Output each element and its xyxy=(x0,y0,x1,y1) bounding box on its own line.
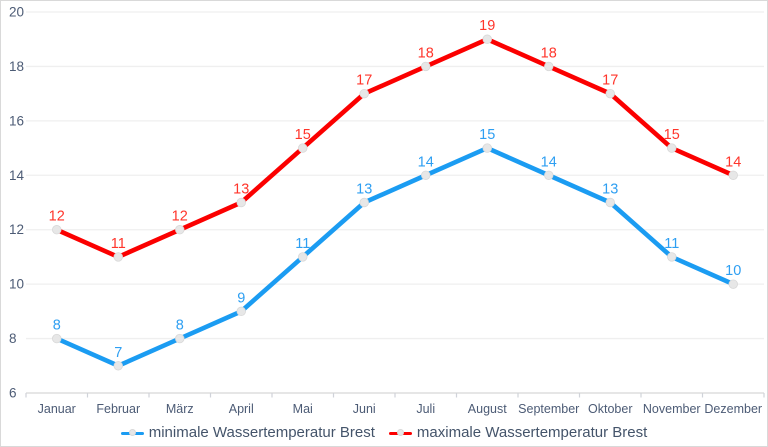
data-label: 11 xyxy=(664,236,679,252)
x-tick-label: September xyxy=(518,402,579,416)
legend-label-maximale: maximale Wassertemperatur Brest xyxy=(416,424,648,441)
data-label: 15 xyxy=(664,127,680,143)
data-label: 11 xyxy=(111,236,126,252)
x-tick-label: Juni xyxy=(353,402,376,416)
legend-line-marker-icon xyxy=(120,429,144,436)
legend-line-marker-icon xyxy=(388,429,412,436)
gridlines xyxy=(26,11,764,340)
data-point-marker xyxy=(667,252,677,262)
data-label: 15 xyxy=(479,127,495,143)
legend-item-maximale: maximale Wassertemperatur Brest xyxy=(388,423,648,443)
x-tick-label: März xyxy=(166,402,194,416)
x-tick-label: November xyxy=(643,402,701,416)
data-label: 14 xyxy=(725,154,741,170)
legend: minimale Wassertemperatur Brest maximale… xyxy=(1,423,767,443)
data-label: 11 xyxy=(295,236,310,252)
data-label: 12 xyxy=(172,209,188,225)
data-point-marker xyxy=(421,61,431,72)
data-point-marker xyxy=(359,88,369,99)
data-point-marker xyxy=(52,225,62,235)
x-tick-label: Mai xyxy=(293,402,313,416)
data-label: 15 xyxy=(295,127,311,143)
data-point-marker xyxy=(236,306,246,317)
data-point-marker xyxy=(52,333,62,344)
data-labels: 8 7 8 9 11 13 14 15 14 13 11 10 xyxy=(53,127,742,361)
data-label: 19 xyxy=(479,18,495,34)
data-label: 13 xyxy=(602,182,618,198)
data-labels: 12 11 12 13 15 17 18 19 18 17 15 14 xyxy=(49,18,742,252)
data-label: 13 xyxy=(233,182,249,198)
series-line xyxy=(54,36,736,260)
data-point-marker xyxy=(421,170,431,180)
data-point-marker xyxy=(728,170,738,180)
data-point-marker xyxy=(359,197,369,208)
y-tick-label: 8 xyxy=(9,331,17,346)
x-tick-label: Dezember xyxy=(704,402,762,416)
data-point-marker xyxy=(728,279,738,289)
series-minimale: 8 7 8 9 11 13 14 15 14 13 11 10 xyxy=(52,127,742,371)
y-tick-label: 12 xyxy=(9,222,24,237)
data-label: 17 xyxy=(602,73,618,89)
data-point-marker xyxy=(482,143,492,153)
y-tick-label: 18 xyxy=(9,59,24,74)
series-maximale: 12 11 12 13 15 17 18 19 18 17 15 14 xyxy=(49,18,742,262)
data-label: 8 xyxy=(176,318,184,334)
y-axis-labels: 20 18 16 14 12 10 8 6 xyxy=(9,5,25,401)
x-tick-label: Juli xyxy=(416,402,435,416)
x-axis-labels: Januar Februar März April Mai Juni Juli August S… xyxy=(38,402,762,416)
data-label: 8 xyxy=(53,318,61,334)
data-label: 9 xyxy=(237,290,245,306)
data-point-marker xyxy=(667,143,677,153)
x-tick-label: Februar xyxy=(96,402,140,416)
data-label: 14 xyxy=(418,154,434,170)
legend-item-minimale: minimale Wassertemperatur Brest xyxy=(120,423,375,443)
data-point-marker xyxy=(605,88,615,99)
data-point-marker xyxy=(605,197,615,208)
data-point-marker xyxy=(236,197,246,208)
data-label: 18 xyxy=(418,45,434,61)
data-label: 12 xyxy=(49,209,65,225)
data-point-marker xyxy=(544,61,554,72)
data-point-marker xyxy=(482,34,492,44)
data-point-marker xyxy=(175,225,185,235)
x-tick-label: August xyxy=(468,402,507,416)
legend-label-minimale: minimale Wassertemperatur Brest xyxy=(148,424,375,441)
data-label: 7 xyxy=(114,345,122,361)
legend-marker-dot-icon xyxy=(396,429,404,436)
data-label: 14 xyxy=(541,154,557,170)
x-axis xyxy=(25,392,765,398)
series-line xyxy=(54,145,736,369)
y-tick-label: 10 xyxy=(9,277,24,292)
x-tick-label: Januar xyxy=(38,402,76,416)
x-tick-label: Oktober xyxy=(588,402,632,416)
legend-marker-dot-icon xyxy=(128,429,136,436)
data-label: 17 xyxy=(356,73,372,89)
data-label: 18 xyxy=(541,45,557,61)
data-label: 13 xyxy=(356,182,372,198)
y-tick-label: 14 xyxy=(9,168,25,183)
y-tick-label: 16 xyxy=(9,113,24,128)
data-label: 10 xyxy=(725,263,741,279)
data-point-marker xyxy=(175,333,185,344)
data-point-marker xyxy=(544,170,554,180)
y-tick-label: 6 xyxy=(9,386,17,401)
data-point-marker xyxy=(113,252,123,262)
x-tick-label: April xyxy=(229,402,254,416)
data-point-marker xyxy=(113,361,123,371)
data-point-marker xyxy=(298,252,308,262)
data-point-marker xyxy=(298,143,308,153)
y-tick-label: 20 xyxy=(9,5,24,20)
